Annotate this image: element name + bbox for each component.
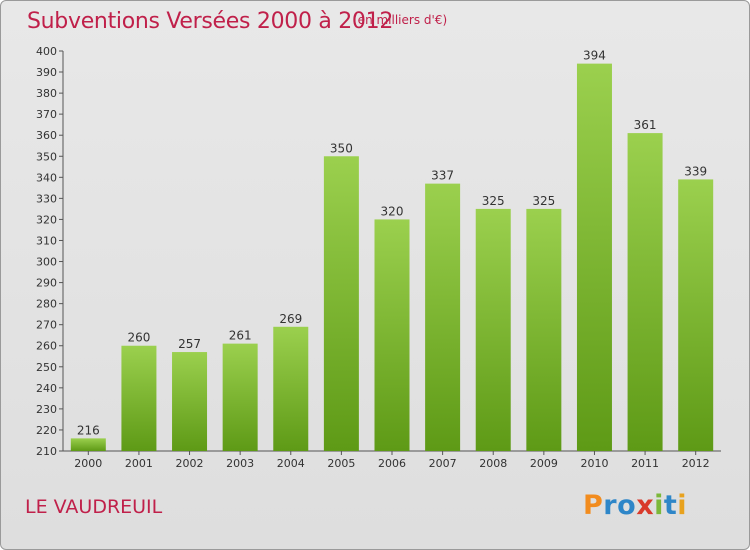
x-tick-label: 2012 [682,457,710,470]
bar [425,183,461,451]
x-tick-label: 2011 [631,457,659,470]
x-tick-label: 2002 [176,457,204,470]
logo-letter: r [603,490,618,521]
bar-value-label: 350 [330,141,353,155]
bar [222,343,258,451]
y-tick-label: 230 [36,403,57,416]
y-tick-label: 370 [36,108,57,121]
bar [323,156,359,451]
bar-value-label: 325 [532,194,555,208]
x-tick-label: 2006 [378,457,406,470]
y-tick-label: 270 [36,319,57,332]
bar-value-label: 361 [634,118,657,132]
proxiti-logo: Proxiti [583,490,687,521]
y-tick-label: 310 [36,234,57,247]
x-tick-label: 2007 [429,457,457,470]
logo-letter: i [654,490,664,521]
y-tick-label: 340 [36,171,57,184]
bar [576,63,612,451]
y-tick-label: 300 [36,256,57,269]
bar [374,219,410,451]
x-tick-label: 2003 [226,457,254,470]
bar [172,352,208,451]
y-tick-label: 280 [36,298,57,311]
logo-letter: P [583,490,604,521]
x-tick-label: 2008 [479,457,507,470]
x-tick-label: 2009 [530,457,558,470]
bar [121,345,157,451]
commune-name: LE VAUDREUIL [25,496,163,518]
x-tick-label: 2004 [277,457,305,470]
chart-title: Subventions Versées 2000 à 2012 [27,9,394,34]
y-tick-label: 260 [36,340,57,353]
bar-value-label: 325 [482,194,505,208]
y-tick-label: 350 [36,150,57,163]
x-tick-label: 2000 [74,457,102,470]
y-tick-label: 320 [36,213,57,226]
chart-subtitle: (en milliers d'€) [353,13,448,27]
bar-value-label: 260 [127,331,150,345]
bar [273,326,309,451]
logo-letter: x [636,490,655,521]
bar [70,438,106,451]
bar-value-label: 216 [77,423,100,437]
x-tick-label: 2010 [580,457,608,470]
bar-value-label: 337 [431,169,454,183]
bar-value-label: 269 [279,312,302,326]
bar [475,208,511,451]
bar [526,208,562,451]
bar [678,179,714,451]
bar-value-label: 320 [381,204,404,218]
y-tick-label: 250 [36,361,57,374]
bar [627,133,663,451]
bar-value-label: 339 [684,164,707,178]
x-tick-label: 2005 [327,457,355,470]
logo-letter: i [677,490,688,521]
bar-value-label: 257 [178,337,201,351]
y-tick-label: 380 [36,87,57,100]
bar-value-label: 394 [583,49,606,63]
logo-letter: t [663,490,678,521]
logo-letter: o [617,490,637,521]
y-tick-label: 290 [36,277,57,290]
y-tick-label: 210 [36,445,57,458]
y-tick-label: 360 [36,129,57,142]
x-tick-label: 2001 [125,457,153,470]
y-tick-label: 240 [36,382,57,395]
y-tick-label: 400 [36,45,57,58]
y-tick-label: 220 [36,424,57,437]
y-tick-label: 390 [36,66,57,79]
y-tick-label: 330 [36,192,57,205]
bar-value-label: 261 [229,329,252,343]
